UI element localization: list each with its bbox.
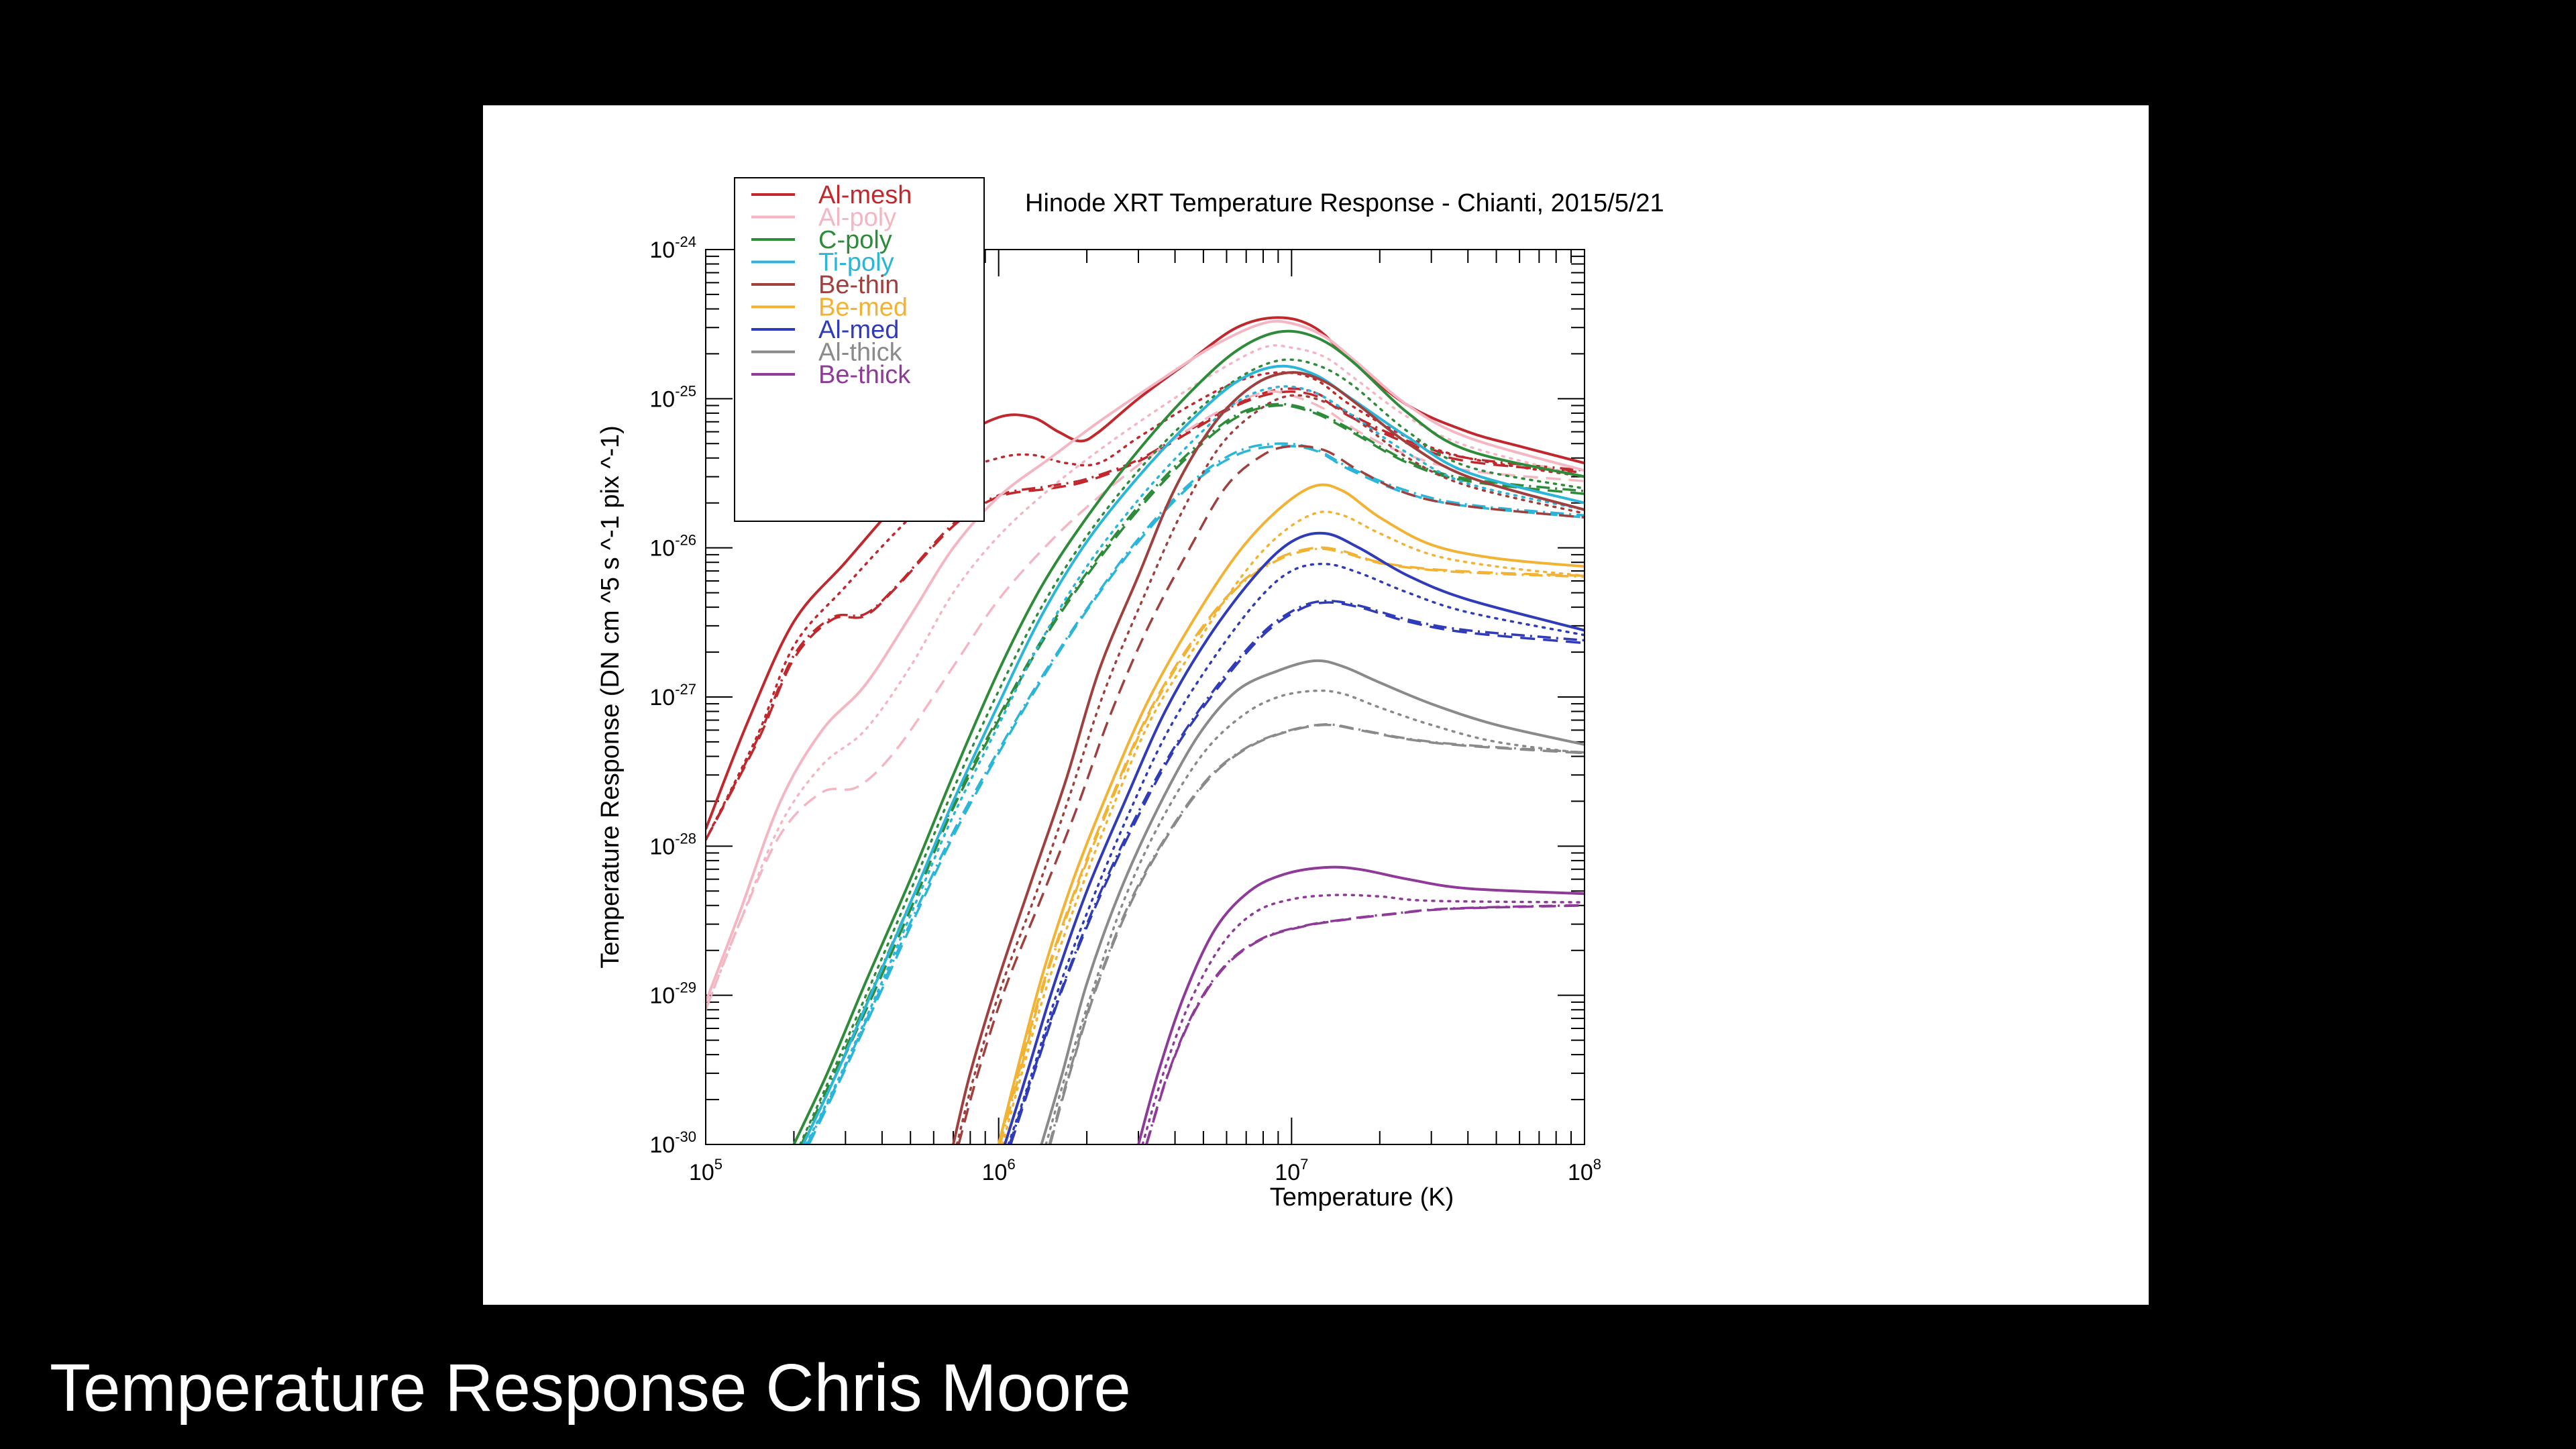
series-al-med-dotted-line [1007,562,1585,1144]
legend-label-be-thin: Be-thin [818,271,899,299]
series-al-mesh-dashdot-line [706,387,1585,841]
legend-label-be-med: Be-med [818,294,908,322]
legend-label-al-poly: Al-poly [818,204,896,232]
legend-label-be-thick: Be-thick [818,361,911,389]
series-be-med-solid-line [997,483,1585,1144]
y-axis-label: Temperature Response (DN cm ^5 s ^-1 pix… [596,425,625,969]
legend-box [734,177,985,522]
series-al-poly-solid-line [706,319,1585,1003]
y-tick-label: 10-30 [649,1128,696,1158]
legend-label-ti-poly: Ti-poly [818,249,894,277]
y-tick-label: 10-28 [649,830,696,859]
y-tick-labels: 10-30 10-29 10-28 10-27 10-26 10-25 10-24 [649,233,696,1158]
plot-frame [705,249,1585,1145]
series-c-poly-dashdot-line [800,402,1585,1144]
y-tick-label: 10-29 [649,979,696,1009]
series-al-thick-solid-line [1040,659,1585,1144]
x-tick-labels: 105 106 107 108 [689,1156,1601,1185]
series-al-poly-dashed-line [706,390,1585,1010]
legend-label-al-thick: Al-thick [818,339,903,367]
temperature-response-chart: Hinode XRT Temperature Response - Chiant… [596,177,1664,1212]
x-tick-label: 108 [1568,1156,1601,1185]
series-al-thick-dashdot-line [1048,723,1585,1144]
chart-title: Hinode XRT Temperature Response - Chiant… [1025,189,1664,217]
y-tick-label: 10-24 [649,233,696,263]
x-tick-label: 105 [689,1156,722,1185]
series-be-thick-dashed-line [1145,904,1585,1144]
legend-label-al-mesh: Al-mesh [818,181,912,209]
series-al-med-solid-line [1003,531,1585,1144]
axis-ticks [705,250,1585,1145]
series-al-med-dashed-line [1010,601,1585,1144]
series-c-poly-solid-line [792,329,1585,1144]
series-be-thin-solid-line [952,371,1585,1144]
legend-label-c-poly: C-poly [818,226,892,254]
x-tick-label: 107 [1275,1156,1308,1185]
y-tick-label: 10-25 [649,382,696,412]
figure-panel: Hinode XRT Temperature Response - Chiant… [483,105,2149,1305]
series-ti-poly-dashed-line [808,445,1585,1144]
series-be-med-dashdot-line [998,547,1585,1144]
x-axis-label: Temperature (K) [1270,1183,1454,1212]
series-be-thick-solid-line [1137,865,1585,1144]
series-be-thin-dashed-line [957,445,1585,1144]
series-al-med-dashdot-line [1008,600,1585,1144]
series-al-mesh-dotted-line [706,371,1585,841]
slide-caption: Temperature Response Chris Moore [50,1350,1131,1426]
series-be-med-dashed-line [998,546,1585,1144]
series-al-thick-dotted-line [1044,689,1585,1144]
y-tick-label: 10-26 [649,532,696,561]
series-ti-poly-dashdot-line [806,442,1585,1144]
series-be-thick-dotted-line [1141,894,1585,1144]
series-be-thick-dashdot-line [1145,904,1585,1144]
legend: Al-meshAl-polyC-polyTi-polyBe-thinBe-med… [734,177,985,522]
legend-label-al-med: Al-med [818,316,899,344]
series-c-poly-dashed-line [802,404,1585,1144]
series-lines [706,316,1585,1144]
series-al-mesh-dashed-line [706,390,1585,841]
y-tick-label: 10-27 [649,681,696,710]
series-ti-poly-dotted-line [804,385,1585,1144]
series-ti-poly-solid-line [802,364,1585,1144]
series-be-thin-dotted-line [955,394,1585,1144]
x-tick-label: 106 [982,1156,1016,1185]
series-c-poly-dotted-line [798,358,1585,1144]
